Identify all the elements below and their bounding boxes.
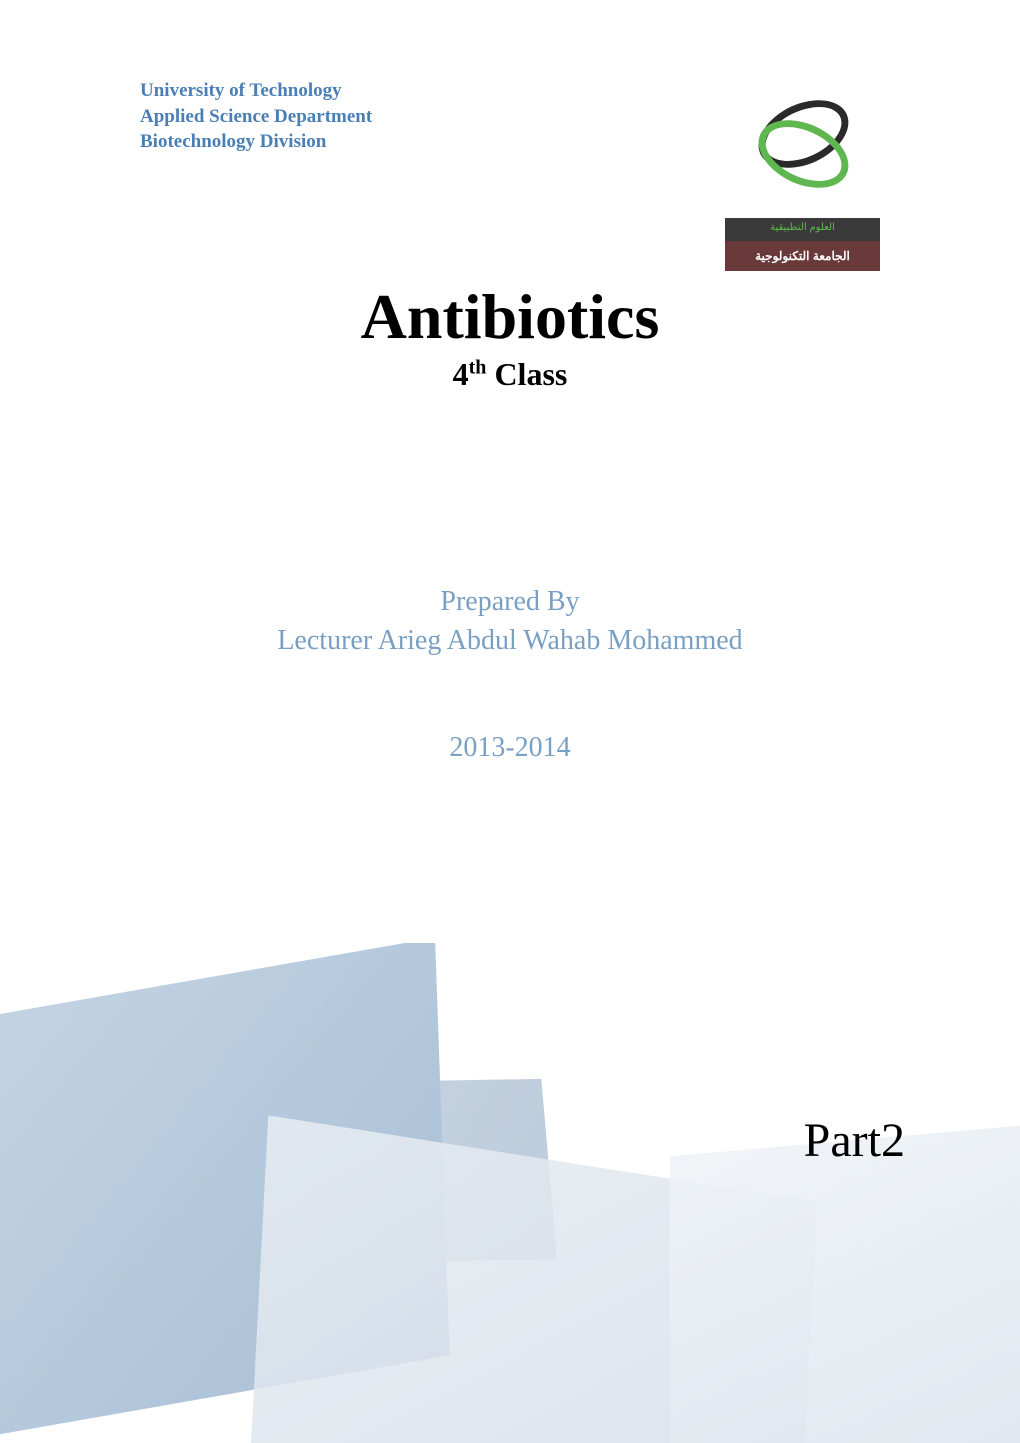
logo-shield: العلوم التطبيقية الجامعة التكنولوجية (725, 78, 880, 268)
logo-rings-icon (748, 96, 858, 206)
subtitle-ordinal: th (469, 356, 487, 378)
decorative-shape-3 (670, 1123, 1020, 1443)
title-section: Antibiotics 4th Class (0, 280, 1020, 393)
document-subtitle: 4th Class (0, 356, 1020, 393)
logo-top-area (725, 78, 880, 218)
subtitle-number: 4 (453, 356, 469, 392)
decorative-shapes (0, 943, 1020, 1443)
lecturer-name: Lecturer Arieg Abdul Wahab Mohammed (0, 621, 1020, 660)
document-title: Antibiotics (0, 280, 1020, 354)
university-logo: العلوم التطبيقية الجامعة التكنولوجية (725, 78, 880, 268)
part-label: Part2 (804, 1113, 905, 1168)
logo-bottom-text: الجامعة التكنولوجية (725, 241, 880, 271)
prepared-section: Prepared By Lecturer Arieg Abdul Wahab M… (0, 582, 1020, 764)
subtitle-rest: Class (486, 356, 567, 392)
prepared-by-label: Prepared By (0, 582, 1020, 621)
academic-year: 2013-2014 (0, 732, 1020, 764)
